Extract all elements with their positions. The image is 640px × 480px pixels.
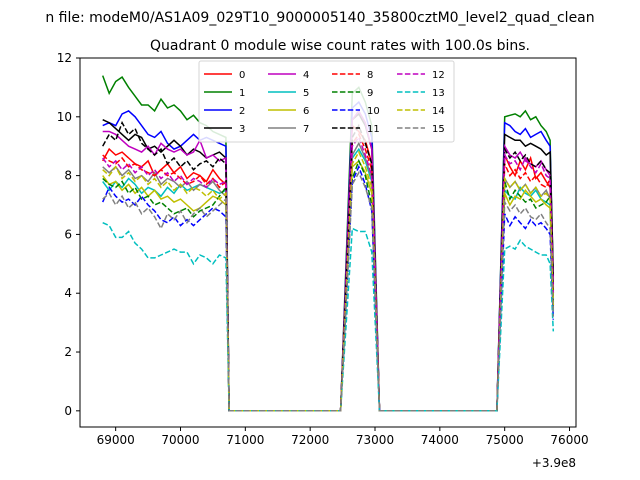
- x-tick-label-73000: 73000: [356, 433, 394, 447]
- x-tick-label-70000: 70000: [161, 433, 199, 447]
- legend-label-0: 0: [239, 70, 245, 81]
- x-tick-label-75000: 75000: [486, 433, 524, 447]
- y-tick-label-6: 6: [64, 227, 72, 241]
- y-tick-label-12: 12: [57, 51, 72, 65]
- legend-label-1: 1: [239, 88, 245, 99]
- axes-frame: [79, 57, 577, 428]
- legend-label-5: 5: [303, 88, 309, 99]
- series-line-9: [102, 158, 555, 412]
- series-line-13: [102, 222, 555, 412]
- y-tick-label-4: 4: [64, 286, 72, 300]
- x-offset-label: +3.9e8: [532, 456, 576, 470]
- x-tick-label-71000: 71000: [226, 433, 264, 447]
- chart-title: Quadrant 0 module wise count rates with …: [150, 38, 530, 54]
- legend-label-3: 3: [239, 124, 245, 135]
- series-line-2: [102, 100, 555, 412]
- legend-label-13: 13: [432, 88, 445, 99]
- legend-label-15: 15: [432, 124, 445, 135]
- legend-label-10: 10: [367, 106, 380, 117]
- plot-area: 69000 70000 71000 72000 73000 74000 75000 76000…: [57, 51, 589, 447]
- series-line-11: [102, 120, 555, 412]
- x-tick-label-69000: 69000: [97, 433, 135, 447]
- series-line-12: [102, 135, 555, 412]
- legend-label-14: 14: [432, 106, 445, 117]
- series-line-10: [102, 164, 555, 412]
- series-line-14: [102, 150, 555, 412]
- legend-label-9: 9: [367, 88, 373, 99]
- y-tick-label-2: 2: [64, 345, 72, 359]
- legend-frame: [198, 60, 455, 143]
- figure-suptitle: n file: modeM0/AS1A09_029T10_9000005140_…: [45, 10, 594, 26]
- legend-label-7: 7: [303, 124, 309, 135]
- y-tick-label-8: 8: [64, 169, 72, 183]
- series-line-15: [102, 171, 555, 412]
- legend-label-2: 2: [239, 106, 245, 117]
- x-tick-label-72000: 72000: [291, 433, 329, 447]
- legend-label-4: 4: [303, 70, 309, 81]
- legend-label-11: 11: [367, 124, 380, 135]
- legend-label-8: 8: [367, 70, 373, 81]
- x-tick-label-74000: 74000: [421, 433, 459, 447]
- legend-label-6: 6: [303, 106, 309, 117]
- y-tick-label-10: 10: [57, 110, 72, 124]
- x-tick-label-76000: 76000: [550, 433, 588, 447]
- y-tick-label-0: 0: [64, 404, 72, 418]
- legend-label-12: 12: [432, 70, 445, 81]
